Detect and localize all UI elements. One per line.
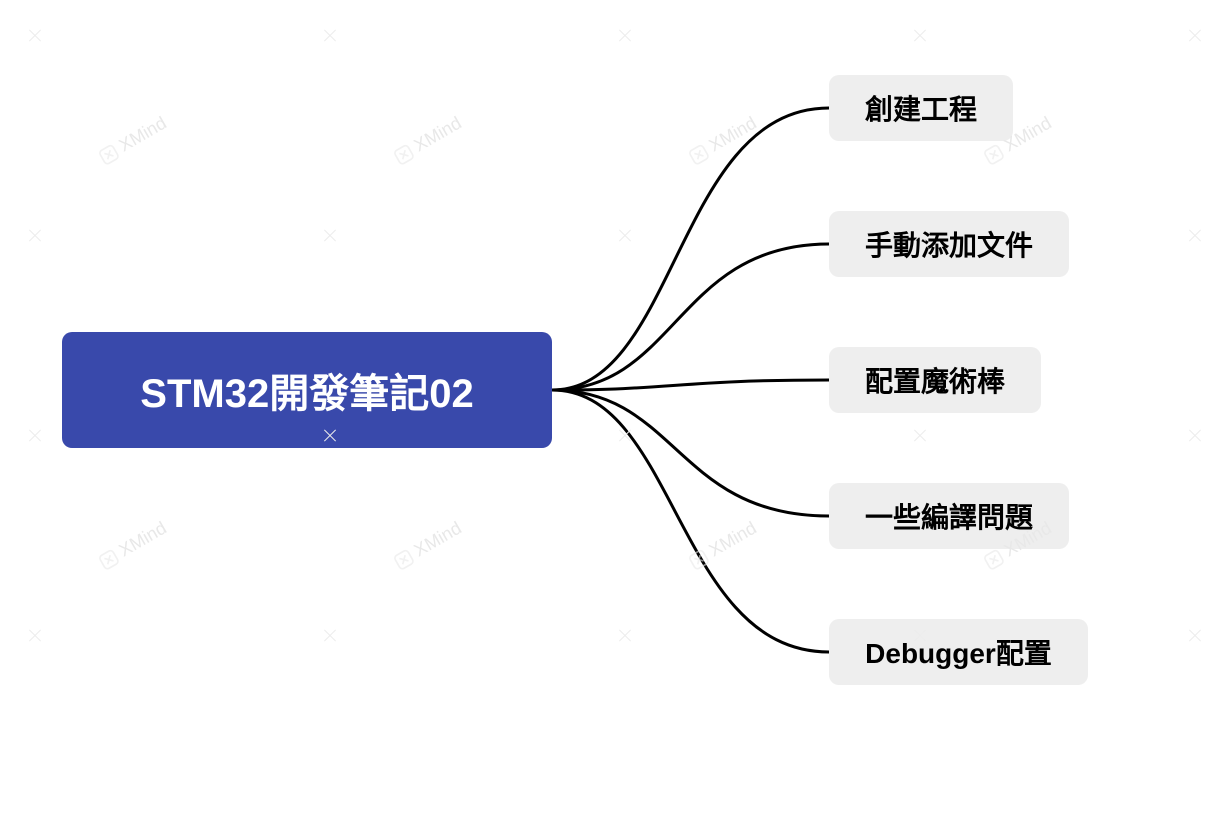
xmind-icon — [95, 141, 122, 168]
watermark-text: XMind — [706, 518, 761, 562]
edge — [552, 390, 829, 652]
grid-cross — [1187, 427, 1203, 443]
watermark: XMind — [685, 518, 760, 574]
grid-cross — [27, 627, 43, 643]
watermark: XMind — [685, 113, 760, 169]
grid-cross — [617, 427, 633, 443]
edge — [552, 390, 829, 516]
watermark-text: XMind — [411, 518, 466, 562]
xmind-icon — [95, 546, 122, 573]
child-node-0[interactable]: 創建工程 — [829, 75, 1013, 141]
grid-cross — [617, 27, 633, 43]
watermark: XMind — [390, 518, 465, 574]
watermark-text: XMind — [411, 113, 466, 157]
watermark-text: XMind — [116, 518, 171, 562]
edge — [552, 108, 829, 390]
edge — [552, 244, 829, 390]
grid-cross — [322, 627, 338, 643]
child-node-label: Debugger配置 — [865, 632, 1052, 672]
child-node-label: 創建工程 — [865, 88, 977, 128]
xmind-icon — [685, 141, 712, 168]
xmind-icon — [685, 546, 712, 573]
grid-cross — [1187, 627, 1203, 643]
watermark: XMind — [390, 113, 465, 169]
root-node-label: STM32開發筆記02 — [140, 361, 473, 419]
watermark: XMind — [95, 518, 170, 574]
child-node-label: 配置魔術棒 — [865, 360, 1005, 400]
grid-cross — [27, 427, 43, 443]
watermark-text: XMind — [116, 113, 171, 157]
grid-cross — [617, 627, 633, 643]
grid-cross — [322, 27, 338, 43]
grid-cross — [1187, 227, 1203, 243]
grid-cross — [912, 27, 928, 43]
root-node[interactable]: STM32開發筆記02 — [62, 332, 552, 448]
edge — [552, 380, 829, 390]
xmind-icon — [980, 141, 1007, 168]
xmind-icon — [390, 546, 417, 573]
grid-cross — [1187, 27, 1203, 43]
child-node-label: 一些編譯問題 — [865, 496, 1033, 536]
grid-cross — [322, 227, 338, 243]
child-node-1[interactable]: 手動添加文件 — [829, 211, 1069, 277]
xmind-icon — [980, 546, 1007, 573]
grid-cross — [27, 227, 43, 243]
child-node-3[interactable]: 一些編譯問題 — [829, 483, 1069, 549]
child-node-4[interactable]: Debugger配置 — [829, 619, 1088, 685]
child-node-label: 手動添加文件 — [865, 224, 1033, 264]
grid-cross — [912, 427, 928, 443]
watermark: XMind — [95, 113, 170, 169]
child-node-2[interactable]: 配置魔術棒 — [829, 347, 1041, 413]
grid-cross — [27, 27, 43, 43]
grid-cross — [617, 227, 633, 243]
xmind-icon — [390, 141, 417, 168]
watermark-text: XMind — [706, 113, 761, 157]
